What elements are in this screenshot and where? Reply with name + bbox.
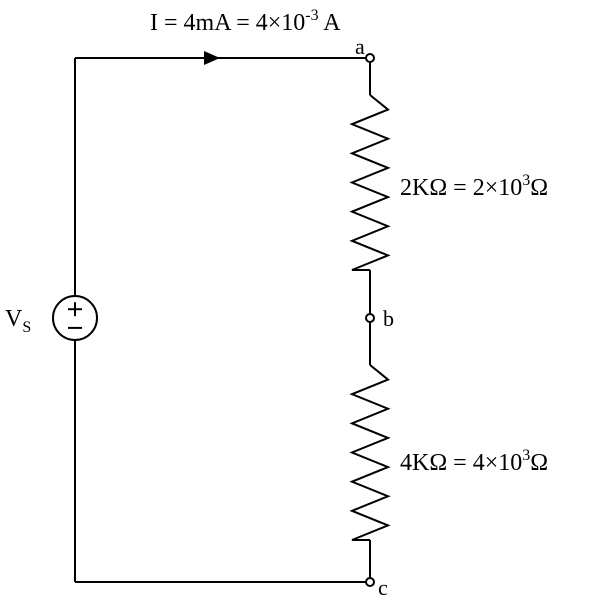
current-arrow-icon <box>204 51 220 65</box>
node-c-label: c <box>378 575 388 600</box>
r2-label-tail: Ω <box>530 450 548 476</box>
r1-label: 2KΩ = 2×103Ω <box>400 172 548 201</box>
r2-label-text: 4KΩ = 4×10 <box>400 450 522 476</box>
current-label-text: I = 4mA = 4×10 <box>150 10 305 36</box>
r1-label-text: 2KΩ = 2×10 <box>400 175 522 201</box>
r2-label: 4KΩ = 4×103Ω <box>400 447 548 476</box>
r1-label-exp: 3 <box>522 172 530 189</box>
node-b-label: b <box>383 306 394 331</box>
current-label: I = 4mA = 4×10-3 A <box>150 7 341 36</box>
circuit-nodes <box>366 54 374 586</box>
circuit-wires <box>75 58 370 582</box>
resistor-r1 <box>352 95 388 270</box>
source-label: VS <box>5 306 31 336</box>
resistor-r2 <box>352 365 388 540</box>
source-label-sub: S <box>22 319 31 336</box>
current-label-tail: A <box>319 10 342 36</box>
source-label-text: V <box>5 306 23 332</box>
current-label-exp: -3 <box>305 7 318 24</box>
r1-label-tail: Ω <box>530 175 548 201</box>
voltage-source <box>53 296 97 340</box>
r2-label-exp: 3 <box>522 447 530 464</box>
node-a-label: a <box>355 34 365 59</box>
